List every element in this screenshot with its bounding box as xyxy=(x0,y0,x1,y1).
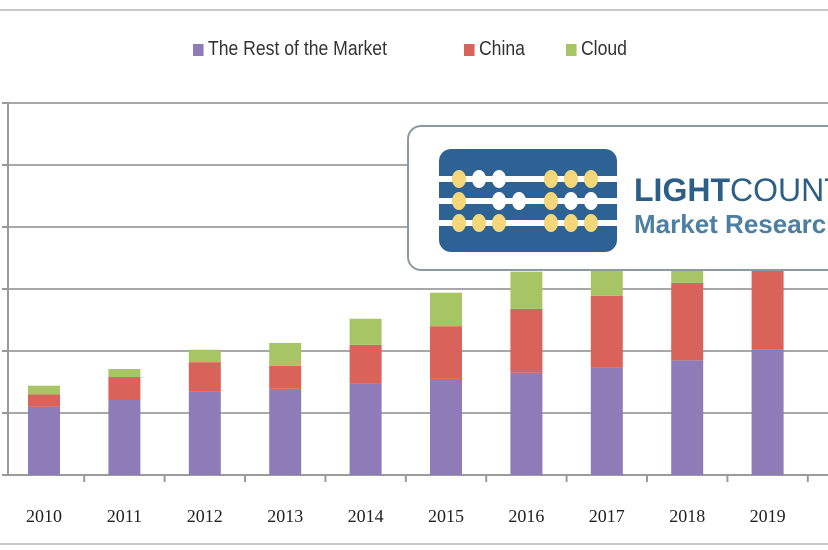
bar-rest-2012 xyxy=(188,391,221,475)
bar-cloud-2014 xyxy=(349,318,382,345)
bar-china-2010 xyxy=(28,394,60,407)
legend-label-china: China xyxy=(478,38,525,60)
x-tick-label: 2013 xyxy=(267,506,303,526)
x-tick-label: 2016 xyxy=(508,506,544,526)
x-tick-label: 2010 xyxy=(26,506,62,526)
legend-swatch-rest xyxy=(193,43,204,56)
bar-rest-2018 xyxy=(671,360,704,475)
bar-rest-2013 xyxy=(269,388,302,475)
legend-item-rest: The Rest of the Market xyxy=(193,38,387,61)
bar-rest-2010 xyxy=(28,406,60,475)
x-tick-label: 2018 xyxy=(669,506,705,526)
legend-label-cloud: Cloud xyxy=(580,38,627,60)
bar-china-2014 xyxy=(349,344,382,384)
logo-wordmark: LIGHTCOUNTING xyxy=(634,172,828,209)
x-tick-label: 2015 xyxy=(428,506,464,526)
logo-subtitle: Market Research xyxy=(634,209,828,239)
logo-word-light: LIGHT xyxy=(634,172,730,208)
bar-cloud-2010 xyxy=(28,385,60,395)
bar-china-2017 xyxy=(590,295,623,368)
legend: The Rest of the Market China Cloud xyxy=(0,38,828,68)
lightcounting-logo: LIGHTCOUNTING Market Research xyxy=(407,125,828,271)
bar-china-2012 xyxy=(188,362,221,392)
bar-china-2019 xyxy=(751,269,784,350)
bar-rest-2017 xyxy=(590,367,623,475)
bar-china-2013 xyxy=(269,365,302,389)
x-tick-label: 2019 xyxy=(750,506,786,526)
legend-item-cloud: Cloud xyxy=(566,38,627,61)
bar-rest-2014 xyxy=(349,383,382,475)
bar-rest-2016 xyxy=(510,372,543,475)
bar-cloud-2017 xyxy=(590,271,623,296)
x-tick-label: 2017 xyxy=(589,506,625,526)
bar-cloud-2015 xyxy=(430,292,462,327)
bar-china-2016 xyxy=(510,308,543,373)
bar-cloud-2016 xyxy=(510,271,543,309)
legend-swatch-china xyxy=(464,43,475,56)
bar-rest-2011 xyxy=(108,399,141,475)
x-tick-label: 2014 xyxy=(348,506,384,526)
bar-rest-2015 xyxy=(430,378,462,475)
bar-cloud-2013 xyxy=(269,342,302,366)
bar-cloud-2011 xyxy=(108,368,141,378)
legend-item-china: China xyxy=(464,38,525,61)
bar-china-2018 xyxy=(671,282,704,361)
legend-label-rest: The Rest of the Market xyxy=(207,38,387,60)
bar-cloud-2018 xyxy=(671,270,704,283)
bar-china-2015 xyxy=(430,326,462,379)
bar-rest-2019 xyxy=(751,349,784,475)
x-tick-label: 2012 xyxy=(187,506,223,526)
bar-china-2011 xyxy=(108,377,141,400)
bar-cloud-2012 xyxy=(188,349,221,363)
chart-frame xyxy=(0,9,828,545)
legend-swatch-cloud xyxy=(566,43,577,56)
abacus-logo-icon xyxy=(439,149,617,252)
logo-word-counting: COUNTING xyxy=(729,172,828,208)
x-tick-label: 2011 xyxy=(107,506,142,526)
